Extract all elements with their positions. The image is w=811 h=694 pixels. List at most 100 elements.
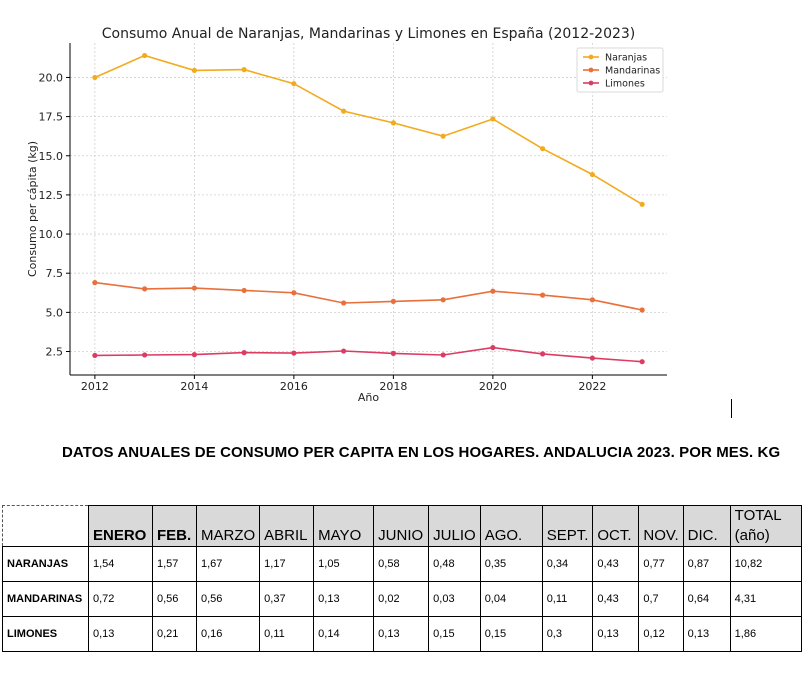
data-point-mandarinas [191, 285, 197, 291]
y-tick-label: 17.5 [39, 111, 64, 124]
data-point-naranjas [490, 116, 496, 122]
data-point-limones [191, 352, 197, 358]
data-point-mandarinas [639, 307, 645, 313]
table-cell: 0,43 [592, 581, 640, 617]
table-cell: 0,34 [541, 546, 594, 582]
line-chart: 2012 2014 2016 2018 2020 2022 2.5 5.0 7.5 10.0 12.… [26, 26, 667, 404]
data-point-mandarinas [390, 298, 396, 304]
data-point-naranjas [589, 171, 595, 178]
table-cell: 0,15 [479, 616, 543, 652]
data-point-mandarinas [341, 300, 347, 306]
legend-label-mandarinas: Mandarinas [605, 66, 660, 77]
data-point-limones [540, 351, 546, 357]
data-point-naranjas [142, 52, 148, 59]
data-point-limones [440, 352, 446, 358]
data-point-naranjas [92, 74, 98, 81]
table-cell: 1,67 [195, 546, 261, 582]
table-title: DATOS ANUALES DE CONSUMO PER CAPITA EN L… [62, 444, 781, 461]
table-header-row: ENERO FEB. MARZO ABRIL MAYO JUNIO JULIO … [2, 505, 802, 547]
table-cell: 0,12 [638, 616, 684, 652]
table-row-mandarinas: MANDARINAS 0,72 0,56 0,56 0,37 0,13 0,02… [2, 581, 802, 617]
x-tick-label: 2012 [81, 380, 109, 393]
table-cell: 1,17 [259, 546, 315, 582]
legend-marker-mandarinas [588, 67, 594, 73]
table-cell: 0,35 [479, 546, 543, 582]
table-cell: 0,11 [541, 581, 594, 617]
table-cell: 0,16 [195, 616, 261, 652]
y-tick-label: 2.5 [46, 346, 64, 359]
data-point-mandarinas [241, 287, 247, 294]
table-cell: 0,43 [592, 546, 640, 582]
header-julio: JULIO [428, 505, 481, 547]
table-cell: 0,13 [373, 616, 430, 652]
data-point-naranjas [440, 133, 446, 139]
table-cell: 0,87 [682, 546, 731, 582]
table-cell: 0,72 [88, 581, 153, 617]
data-point-limones [142, 352, 148, 358]
header-feb: FEB. [152, 505, 197, 547]
header-junio: JUNIO [373, 505, 430, 547]
x-tick-label: 2016 [280, 380, 308, 393]
series-line-naranjas [94, 54, 643, 205]
data-point-limones [291, 350, 297, 356]
x-axis-label: Año [358, 391, 379, 404]
y-tick-label: 12.5 [39, 189, 64, 202]
y-axis-label: Consumo per cápita (kg) [26, 141, 39, 277]
data-point-naranjas [341, 108, 347, 114]
header-dic: DIC. [682, 505, 731, 547]
table-cell: 0,03 [428, 581, 481, 617]
x-tick-label: 2018 [379, 380, 407, 393]
data-point-limones [92, 352, 98, 359]
table-cell: 0,3 [541, 616, 594, 652]
monthly-consumption-table: ENERO FEB. MARZO ABRIL MAYO JUNIO JULIO … [2, 505, 802, 652]
table-cell: 0,14 [313, 616, 375, 652]
header-total-line1: TOTAL [734, 507, 782, 524]
y-tick-label: 10.0 [39, 228, 64, 241]
table-cell: 1,57 [152, 546, 197, 582]
table-cell: 0,7 [638, 581, 684, 617]
x-tick-label: 2014 [180, 380, 208, 393]
table-row-limones: LIMONES 0,13 0,21 0,16 0,11 0,14 0,13 0,… [2, 616, 802, 652]
row-label: LIMONES [2, 616, 89, 652]
table-cell: 0,56 [152, 581, 197, 617]
legend-label-limones: Limones [605, 79, 645, 90]
table-cell-total: 4,31 [729, 581, 802, 617]
data-point-naranjas [540, 146, 546, 152]
data-point-limones [390, 350, 396, 356]
table-cell: 0,13 [313, 581, 375, 617]
table-cell: 0,15 [428, 616, 481, 652]
header-oct: OCT. [592, 505, 640, 547]
data-point-naranjas [291, 81, 297, 87]
data-point-naranjas [390, 120, 396, 126]
table-cell-total: 1,86 [729, 616, 802, 652]
header-ago: AGO. [479, 505, 543, 547]
data-point-limones [341, 348, 347, 354]
table-cell: 0,48 [428, 546, 481, 582]
data-point-mandarinas [142, 286, 148, 292]
table-cell: 0,21 [152, 616, 197, 652]
table-cell: 0,56 [195, 581, 261, 617]
y-tick-label: 20.0 [39, 71, 64, 84]
table-cell: 0,02 [373, 581, 430, 617]
header-enero: ENERO [88, 505, 153, 547]
series-line-limones [94, 346, 643, 363]
data-point-limones [589, 355, 595, 361]
legend-box [576, 47, 664, 93]
chart-title: Consumo Anual de Naranjas, Mandarinas y … [102, 26, 636, 42]
header-nov: NOV. [638, 505, 684, 547]
y-tick-label: 5.0 [46, 306, 64, 319]
data-point-mandarinas [440, 297, 446, 303]
data-point-limones [241, 350, 247, 356]
header-mayo: MAYO [313, 505, 375, 547]
data-point-mandarinas [291, 290, 297, 296]
data-point-limones [490, 344, 496, 351]
header-sept: SEPT. [541, 505, 594, 547]
legend-label-naranjas: Naranjas [605, 53, 647, 64]
header-corner-cell [2, 505, 89, 547]
data-point-naranjas [639, 201, 645, 207]
table-cell: 0,37 [259, 581, 315, 617]
table-cell: 1,54 [88, 546, 153, 582]
data-point-mandarinas [589, 297, 595, 303]
table-cell: 0,13 [682, 616, 731, 652]
data-point-limones [639, 359, 645, 365]
